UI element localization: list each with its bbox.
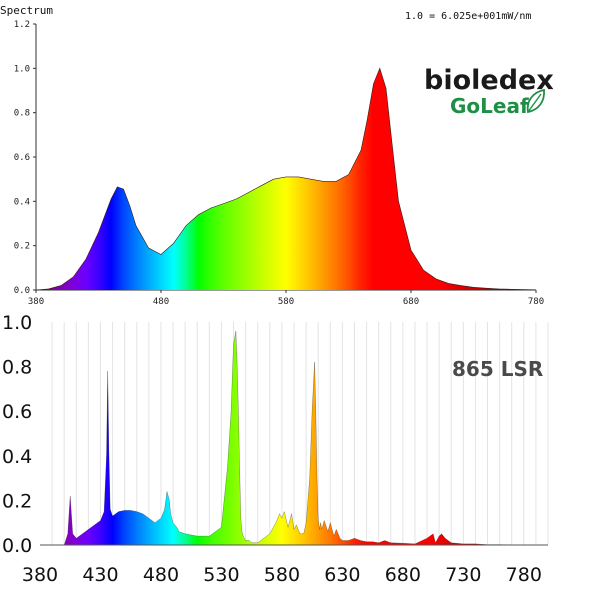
x-tick-label: 380 [28, 297, 44, 307]
product-label: 865 LSR [452, 357, 543, 381]
logo-sub: GoLeaf [450, 94, 529, 118]
top-spectrum-chart: Spectrum 1.0 = 6.025e+001mW/nm 0.0 0.2 0.4… [0, 4, 554, 307]
x-tick-label: 480 [143, 564, 179, 586]
x-tick-label: 480 [153, 297, 169, 307]
x-tick-label: 630 [324, 564, 360, 586]
x-tick-label: 530 [203, 564, 239, 586]
spectrum-outline [63, 330, 536, 546]
spectrum-area [64, 330, 536, 545]
y-tick-label: 0.2 [2, 490, 32, 512]
x-tick-label: 580 [264, 564, 300, 586]
normalization-note: 1.0 = 6.025e+001mW/nm [405, 11, 531, 22]
y-tick-label: 0.8 [14, 109, 30, 119]
chart-title: Spectrum [0, 4, 53, 17]
y-tick-label: 1.0 [2, 312, 32, 334]
x-tick-label: 580 [278, 297, 294, 307]
x-tick-label: 780 [528, 297, 544, 307]
leaf-icon [526, 88, 545, 114]
y-tick-label: 0.6 [14, 153, 30, 163]
y-tick-label: 0.0 [14, 286, 30, 296]
spectrum-area [36, 68, 536, 290]
x-tick-label: 380 [22, 564, 58, 586]
x-tick-label: 430 [82, 564, 118, 586]
y-tick-label: 0.4 [2, 446, 32, 468]
top-chart-svg: Spectrum 1.0 = 6.025e+001mW/nm 0.0 0.2 0.4… [0, 4, 554, 307]
y-tick-label: 0.4 [14, 197, 30, 207]
x-tick-label: 680 [385, 564, 421, 586]
x-tick-label: 680 [403, 297, 419, 307]
y-tick-label: 1.0 [14, 64, 30, 74]
y-tick-label: 0.6 [2, 401, 32, 423]
bioledex-logo: bioledex GoLeaf [424, 65, 554, 118]
logo-brand: bioledex [424, 65, 554, 96]
spectrum-outline [35, 67, 537, 291]
x-tick-label: 730 [445, 564, 481, 586]
x-tick-label: 780 [506, 564, 542, 586]
bottom-spectrum-chart: 0.0 0.2 0.4 0.6 0.8 1.0 380 430 480 530 580 630 680 7… [0, 310, 592, 600]
y-tick-label: 0.8 [2, 357, 32, 379]
y-tick-label: 0.2 [14, 242, 30, 252]
y-tick-label: 1.2 [14, 20, 30, 30]
y-tick-label: 0.0 [2, 535, 32, 557]
bottom-chart-svg: 0.0 0.2 0.4 0.6 0.8 1.0 380 430 480 530 580 630 680 7… [2, 312, 549, 586]
